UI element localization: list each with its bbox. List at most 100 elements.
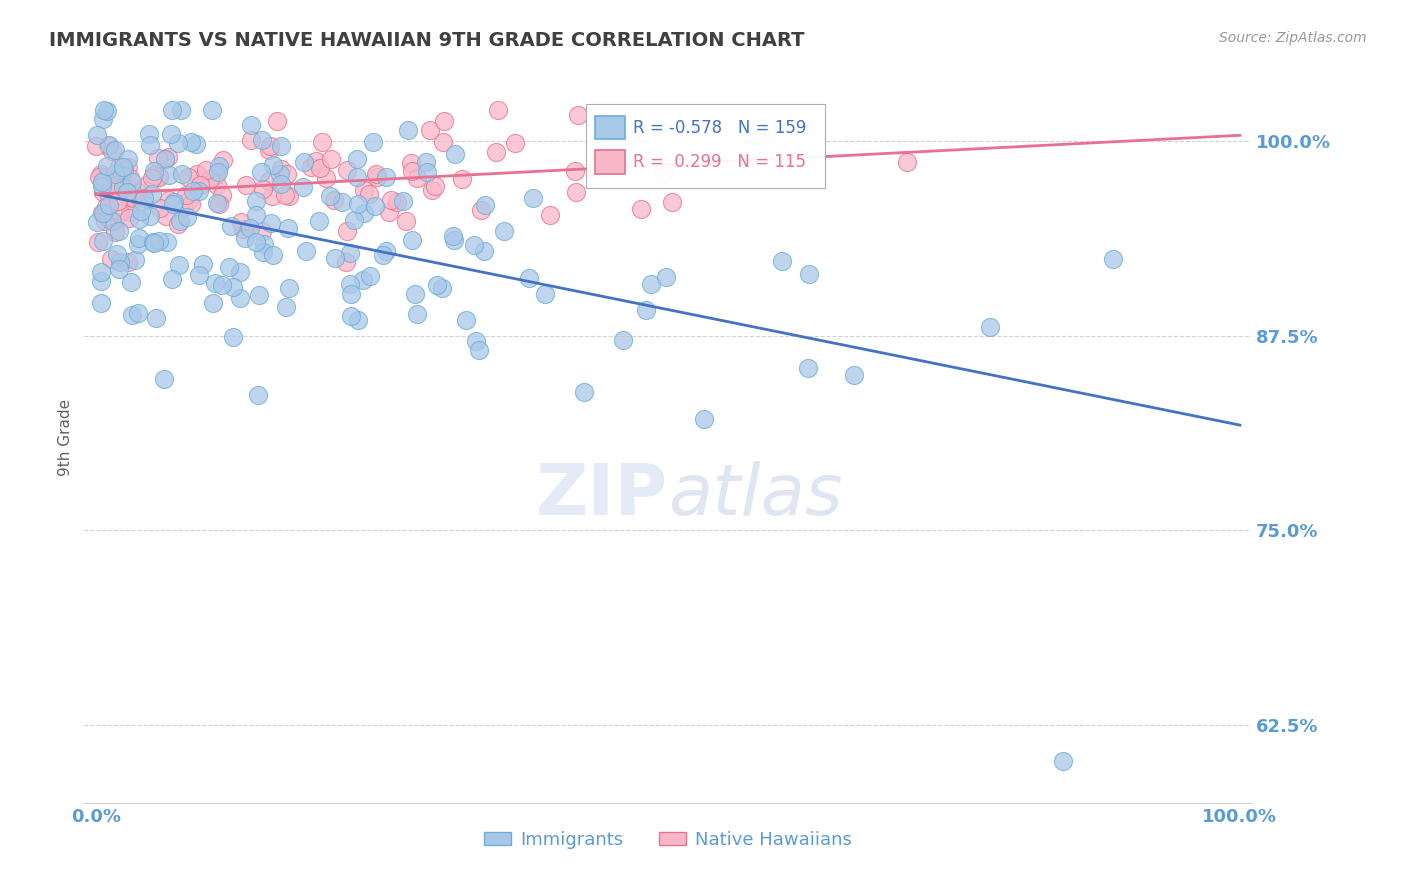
Point	[86, 215, 108, 229]
Point	[245, 208, 267, 222]
Point	[84, 139, 107, 153]
Point	[118, 204, 141, 219]
Point	[245, 194, 267, 208]
Point	[305, 154, 328, 169]
Point	[232, 222, 254, 236]
Point	[415, 154, 437, 169]
Point	[218, 260, 240, 275]
Point	[319, 189, 342, 203]
Point	[468, 343, 491, 357]
Point	[239, 118, 262, 132]
Point	[100, 182, 122, 196]
Point	[797, 360, 820, 375]
Point	[430, 281, 453, 295]
Point	[207, 195, 229, 210]
Point	[107, 224, 129, 238]
Point	[979, 319, 1001, 334]
Point	[567, 108, 589, 122]
Point	[98, 137, 121, 152]
Point	[661, 194, 683, 209]
Point	[177, 170, 200, 185]
Point	[292, 179, 315, 194]
Point	[180, 197, 202, 211]
Point	[257, 173, 280, 187]
Point	[201, 295, 224, 310]
Point	[252, 182, 274, 196]
Point	[612, 333, 634, 347]
Point	[105, 247, 128, 261]
Point	[534, 286, 557, 301]
Point	[426, 277, 449, 292]
Point	[100, 214, 122, 228]
Point	[127, 306, 149, 320]
Point	[91, 112, 114, 126]
Point	[170, 167, 193, 181]
Point	[162, 197, 184, 211]
Point	[630, 202, 652, 216]
Point	[91, 185, 114, 199]
Point	[346, 170, 368, 185]
Point	[86, 235, 108, 250]
Point	[1102, 252, 1125, 267]
Point	[208, 159, 231, 173]
Text: R = -0.578   N = 159: R = -0.578 N = 159	[633, 119, 806, 136]
Point	[184, 136, 207, 151]
Text: IMMIGRANTS VS NATIVE HAWAIIAN 9TH GRADE CORRELATION CHART: IMMIGRANTS VS NATIVE HAWAIIAN 9TH GRADE …	[49, 31, 804, 50]
FancyBboxPatch shape	[586, 104, 825, 188]
Point	[336, 224, 359, 238]
Point	[441, 228, 464, 243]
Point	[359, 268, 381, 283]
Point	[278, 189, 301, 203]
Point	[335, 255, 357, 269]
Point	[260, 216, 283, 230]
Point	[90, 274, 112, 288]
Point	[96, 103, 118, 118]
Point	[385, 195, 408, 210]
Point	[211, 188, 233, 202]
Point	[118, 170, 141, 185]
Point	[93, 103, 115, 118]
Point	[128, 231, 150, 245]
Point	[96, 169, 118, 184]
Point	[896, 155, 918, 169]
Point	[103, 196, 125, 211]
Point	[111, 160, 134, 174]
Point	[173, 200, 195, 214]
Point	[270, 139, 292, 153]
Point	[315, 170, 337, 185]
Point	[127, 237, 149, 252]
Point	[339, 286, 361, 301]
Point	[120, 275, 142, 289]
Point	[378, 205, 401, 219]
Point	[90, 265, 112, 279]
Point	[212, 153, 235, 167]
Point	[145, 311, 167, 326]
Point	[108, 255, 131, 269]
Point	[276, 167, 298, 181]
Point	[419, 122, 441, 136]
Point	[108, 262, 131, 277]
Point	[90, 206, 112, 220]
Point	[634, 302, 657, 317]
Point	[654, 270, 676, 285]
Point	[188, 268, 211, 283]
Point	[170, 103, 193, 118]
Point	[128, 211, 150, 226]
Point	[353, 183, 375, 197]
Point	[233, 231, 256, 245]
Point	[97, 186, 120, 201]
Point	[122, 191, 145, 205]
Point	[565, 185, 588, 199]
Point	[148, 234, 170, 248]
Point	[330, 195, 353, 210]
Point	[249, 164, 271, 178]
Point	[208, 197, 231, 211]
Point	[262, 248, 284, 262]
Point	[380, 193, 402, 207]
Point	[474, 197, 496, 211]
Point	[340, 310, 363, 324]
Point	[91, 234, 114, 248]
Point	[456, 312, 478, 326]
Point	[180, 135, 202, 149]
Text: atlas: atlas	[668, 461, 842, 530]
